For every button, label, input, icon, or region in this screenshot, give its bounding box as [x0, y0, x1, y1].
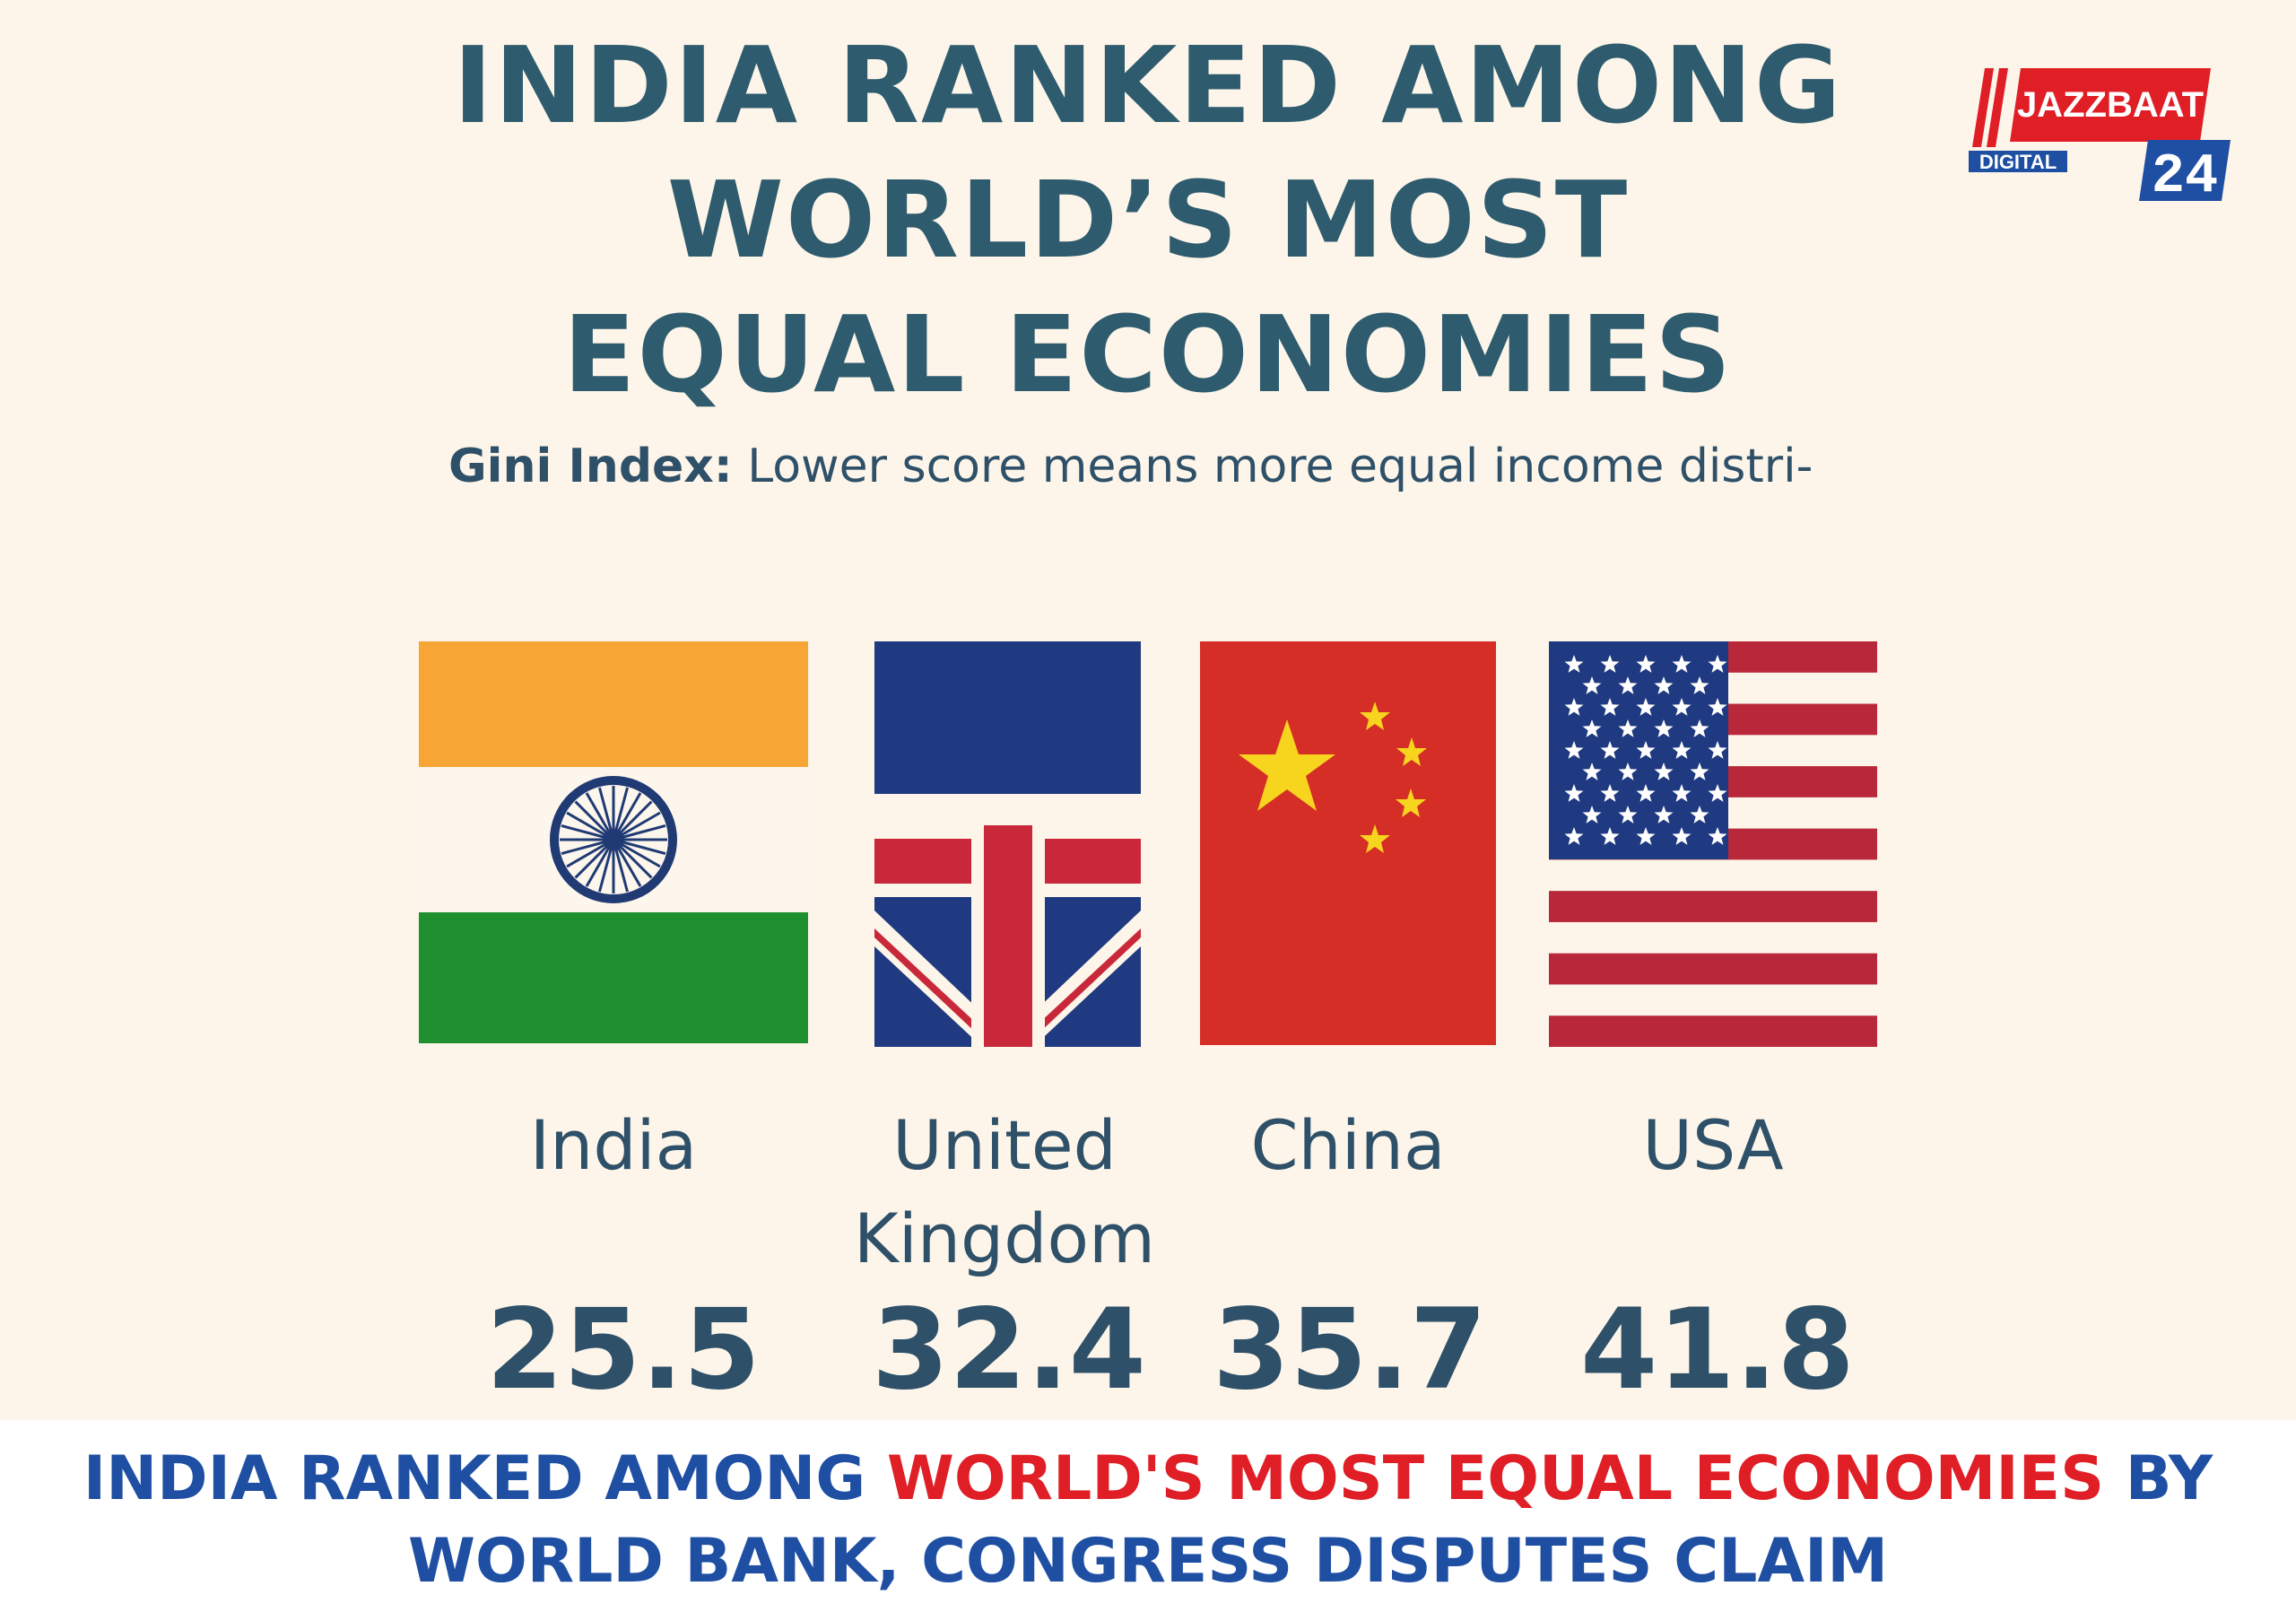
- title-line-2: WORLD’S MOST: [666, 158, 1630, 282]
- subtitle-text: Lower score means more equal income dist…: [747, 440, 1813, 493]
- title-line-3: EQUAL ECONOMIES: [562, 292, 1734, 416]
- value-uk: 32.4: [872, 1285, 1146, 1415]
- subtitle: Gini Index: Lower score means more equal…: [448, 440, 1813, 493]
- headline-line-2: WORLD BANK, CONGRESS DISPUTES CLAIM: [407, 1526, 1889, 1597]
- headline: INDIA RANKED AMONG WORLD'S MOST EQUAL EC…: [0, 1438, 2296, 1603]
- usa-flag: [1549, 641, 1877, 1047]
- headline-banner: [0, 1420, 2296, 1621]
- subtitle-label: Gini Index:: [448, 440, 733, 493]
- headline-part-3: BY: [2104, 1443, 2213, 1514]
- headline-line-1: INDIA RANKED AMONG WORLD'S MOST EQUAL EC…: [0, 1438, 2296, 1521]
- value-china: 35.7: [1213, 1285, 1487, 1415]
- usa-stars-icon: [1564, 655, 1727, 845]
- china-flag: [1200, 641, 1496, 1045]
- jazzbaat-logo: JAZZBAAT DIGITAL 24: [1969, 68, 2231, 208]
- value-india: 25.5: [486, 1285, 761, 1415]
- logo-tagline: DIGITAL: [1979, 151, 2057, 173]
- uk-flag: [874, 641, 1141, 1047]
- country-label-india: India: [529, 1105, 698, 1185]
- country-label-uk: United Kingdom: [853, 1105, 1156, 1278]
- ashoka-chakra-icon: [550, 776, 677, 903]
- country-label-china: China: [1250, 1105, 1446, 1185]
- headline-part-2: WORLD'S MOST EQUAL ECONOMIES: [886, 1443, 2105, 1514]
- page-title: INDIA RANKED AMONG WORLD’S MOST EQUAL EC…: [0, 18, 2296, 422]
- logo-number: 24: [2152, 144, 2218, 208]
- india-flag: [419, 641, 808, 1043]
- title-line-1: INDIA RANKED AMONG: [453, 23, 1843, 147]
- country-label-usa: USA: [1642, 1105, 1784, 1185]
- china-stars-icon: [1239, 702, 1427, 853]
- value-usa: 41.8: [1580, 1285, 1855, 1415]
- logo-name: JAZZBAAT: [2017, 85, 2204, 125]
- headline-part-1: INDIA RANKED AMONG: [83, 1443, 887, 1514]
